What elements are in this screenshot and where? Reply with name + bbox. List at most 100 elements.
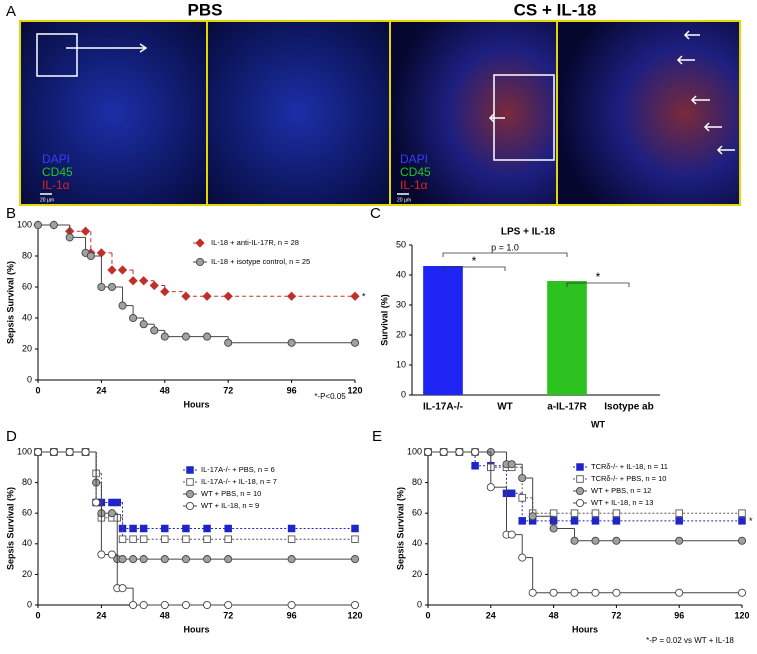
significance-bracket — [442, 252, 568, 257]
x-tick-label: 120 — [347, 385, 362, 395]
y-tick-label: 80 — [22, 250, 32, 260]
legend-label: WT + IL-18, n = 13 — [591, 498, 653, 507]
marker — [350, 291, 360, 301]
significance-label: * — [472, 254, 477, 268]
marker — [738, 517, 746, 525]
marker — [195, 238, 205, 248]
marker — [576, 475, 584, 483]
marker — [203, 332, 212, 341]
marker — [185, 489, 195, 499]
significance-bracket — [566, 282, 630, 287]
marker — [287, 338, 296, 347]
marker — [507, 530, 516, 539]
marker — [129, 524, 137, 533]
marker — [575, 498, 585, 508]
marker — [33, 220, 43, 230]
micrograph — [557, 21, 740, 205]
marker — [118, 535, 127, 543]
marker — [738, 509, 746, 517]
marker — [471, 462, 479, 470]
y-tick-label: 60 — [22, 281, 32, 291]
panel-label: A — [6, 3, 16, 20]
panel-label: C — [370, 205, 381, 222]
marker — [113, 498, 121, 507]
legend-label: IL-18 + anti-IL-17R, n = 28 — [211, 238, 299, 247]
marker — [107, 509, 117, 518]
marker — [528, 512, 537, 521]
x-tick-label: Isotype ab — [604, 402, 653, 413]
marker — [181, 291, 191, 301]
marker — [160, 600, 169, 610]
marker — [612, 509, 621, 517]
legend-label: TCRδ-/- + PBS, n = 10 — [591, 474, 666, 483]
x-tick-label: 48 — [549, 610, 559, 620]
y-tick-label: 80 — [22, 477, 32, 487]
marker — [570, 509, 579, 517]
marker — [507, 489, 516, 498]
marker — [287, 600, 296, 610]
marker — [518, 553, 527, 562]
marker — [139, 600, 148, 610]
marker — [612, 536, 621, 545]
marker — [118, 555, 127, 564]
marker — [528, 588, 537, 597]
x-tick-label: 96 — [287, 385, 297, 395]
marker — [182, 524, 190, 533]
marker — [139, 535, 148, 543]
marker — [591, 517, 600, 525]
panel-a: A PBS CS + IL-18 DAPI CD45 IL-1α DAPI CD… — [6, 0, 741, 206]
y-tick-label: 0 — [27, 599, 32, 609]
marker — [186, 466, 194, 474]
x-tick-label: 72 — [223, 610, 233, 620]
marker — [185, 501, 195, 511]
x-tick-label: 96 — [287, 610, 297, 620]
y-tick-label: 100 — [17, 446, 32, 456]
stain-label: CD45 — [42, 165, 73, 179]
marker — [224, 524, 232, 533]
x-tick-label: 72 — [223, 385, 233, 395]
marker — [129, 535, 137, 543]
marker — [575, 486, 585, 496]
marker — [181, 555, 190, 564]
marker — [80, 226, 91, 236]
bar — [423, 266, 463, 395]
legend-label: IL-18 + isotype control, n = 25 — [211, 257, 310, 266]
marker — [570, 536, 579, 545]
marker — [675, 517, 683, 525]
legend-label: WT + PBS, n = 12 — [591, 486, 651, 495]
marker — [139, 276, 149, 286]
marker — [182, 535, 190, 543]
y-axis-label: Sepsis Survival (%) — [5, 261, 15, 344]
y-tick-label: 20 — [22, 343, 32, 353]
panel-label: B — [6, 205, 16, 222]
chart-title: LPS + IL-18 — [501, 227, 556, 238]
marker — [92, 498, 101, 507]
legend-label: WT + IL-18, n = 9 — [201, 501, 259, 510]
marker — [203, 555, 212, 564]
marker — [518, 517, 526, 525]
marker — [129, 313, 138, 323]
y-tick-label: 0 — [401, 389, 406, 399]
marker — [160, 287, 170, 297]
y-tick-label: 20 — [412, 569, 422, 579]
marker — [224, 555, 233, 564]
legend-label: IL-17A-/- + PBS, n = 6 — [201, 465, 275, 474]
y-tick-label: 60 — [412, 508, 422, 518]
micrograph — [207, 21, 390, 205]
x-tick-label: 24 — [96, 385, 106, 395]
y-tick-label: 100 — [17, 219, 32, 229]
marker — [149, 280, 159, 291]
panel-label: E — [372, 428, 382, 445]
marker — [518, 473, 527, 483]
marker — [107, 550, 117, 559]
x-tick-label: a-IL-17R — [547, 402, 587, 413]
marker — [471, 447, 480, 457]
marker — [202, 291, 212, 301]
marker — [107, 282, 117, 292]
x-tick-label: 48 — [160, 385, 170, 395]
legend-label: TCRδ-/- + IL-18, n = 11 — [591, 462, 668, 471]
marker — [49, 220, 58, 230]
x-tick-label: WT — [497, 402, 513, 413]
note: *-P<0.05 — [314, 392, 346, 401]
marker — [351, 535, 359, 543]
